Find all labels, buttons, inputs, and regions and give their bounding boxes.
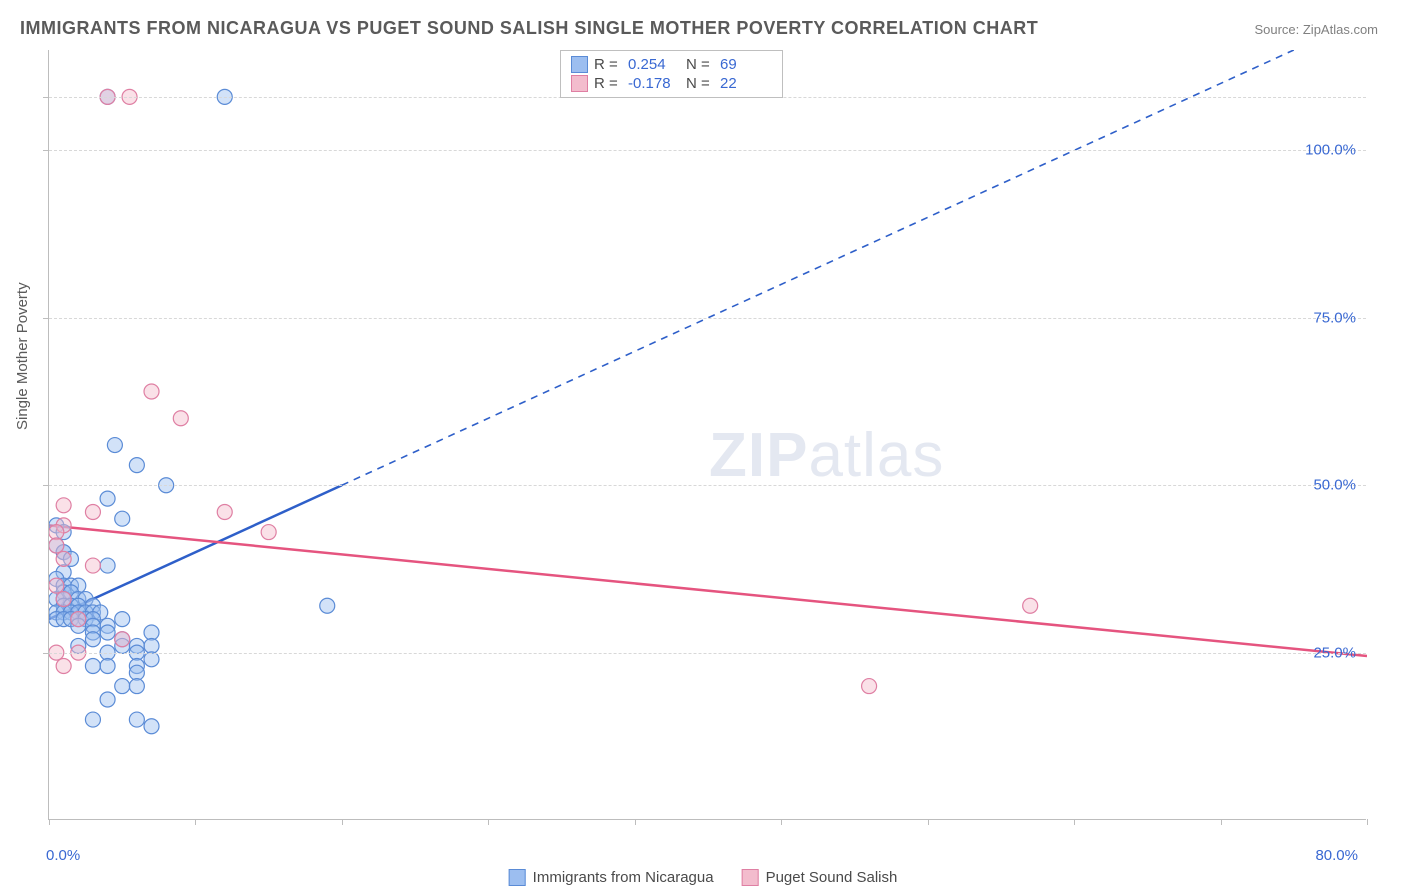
x-tick (928, 819, 929, 825)
legend-item-nicaragua: Immigrants from Nicaragua (509, 869, 714, 886)
stats-row-salish: R = -0.178 N = 22 (571, 74, 772, 93)
scatter-point-salish (85, 558, 100, 573)
scatter-point-nicaragua (107, 438, 122, 453)
x-tick (49, 819, 50, 825)
scatter-point-salish (56, 551, 71, 566)
scatter-point-salish (144, 384, 159, 399)
y-tick (43, 653, 49, 654)
scatter-point-salish (56, 659, 71, 674)
scatter-point-salish (56, 498, 71, 513)
r-label: R = (594, 56, 622, 73)
r-value-salish: -0.178 (628, 75, 680, 92)
scatter-point-nicaragua (115, 679, 130, 694)
x-tick (781, 819, 782, 825)
scatter-point-nicaragua (129, 679, 144, 694)
gridline-h (49, 653, 1366, 654)
scatter-point-nicaragua (320, 598, 335, 613)
legend-label-salish: Puget Sound Salish (766, 869, 898, 886)
x-tick (635, 819, 636, 825)
x-tick (1074, 819, 1075, 825)
scatter-point-nicaragua (100, 491, 115, 506)
x-tick-label-0: 0.0% (46, 847, 80, 864)
swatch-nicaragua (509, 869, 526, 886)
y-tick (43, 485, 49, 486)
legend-label-nicaragua: Immigrants from Nicaragua (533, 869, 714, 886)
n-label: N = (686, 75, 714, 92)
x-tick (1367, 819, 1368, 825)
scatter-point-salish (49, 538, 64, 553)
x-tick (488, 819, 489, 825)
n-value-nicaragua: 69 (720, 56, 772, 73)
gridline-h (49, 485, 1366, 486)
scatter-point-nicaragua (144, 652, 159, 667)
scatter-point-salish (56, 592, 71, 607)
y-tick-label: 50.0% (1313, 477, 1356, 494)
scatter-point-salish (71, 612, 86, 627)
scatter-point-nicaragua (115, 612, 130, 627)
legend-item-salish: Puget Sound Salish (742, 869, 898, 886)
scatter-point-salish (1023, 598, 1038, 613)
scatter-point-nicaragua (115, 511, 130, 526)
n-label: N = (686, 56, 714, 73)
x-tick (1221, 819, 1222, 825)
scatter-point-nicaragua (129, 458, 144, 473)
legend: Immigrants from Nicaragua Puget Sound Sa… (509, 869, 898, 886)
scatter-chart (49, 50, 1367, 820)
y-tick-label: 100.0% (1305, 142, 1356, 159)
scatter-point-nicaragua (144, 638, 159, 653)
scatter-point-salish (49, 525, 64, 540)
correlation-stats-box: R = 0.254 N = 69 R = -0.178 N = 22 (560, 50, 783, 98)
r-label: R = (594, 75, 622, 92)
scatter-point-salish (173, 411, 188, 426)
scatter-point-salish (85, 505, 100, 520)
scatter-point-nicaragua (100, 625, 115, 640)
plot-area: ZIPatlas 25.0%50.0%75.0%100.0% (48, 50, 1366, 820)
x-tick (342, 819, 343, 825)
scatter-point-nicaragua (85, 712, 100, 727)
y-tick (43, 150, 49, 151)
scatter-point-salish (217, 505, 232, 520)
scatter-point-nicaragua (85, 659, 100, 674)
scatter-point-nicaragua (85, 632, 100, 647)
gridline-h (49, 150, 1366, 151)
scatter-point-nicaragua (129, 712, 144, 727)
scatter-point-salish (115, 632, 130, 647)
n-value-salish: 22 (720, 75, 772, 92)
scatter-point-nicaragua (100, 558, 115, 573)
y-tick (43, 318, 49, 319)
chart-title: IMMIGRANTS FROM NICARAGUA VS PUGET SOUND… (20, 18, 1038, 39)
x-tick-label-80: 80.0% (1315, 847, 1358, 864)
y-tick-label: 75.0% (1313, 309, 1356, 326)
scatter-point-salish (862, 679, 877, 694)
source-attribution: Source: ZipAtlas.com (1254, 22, 1378, 37)
scatter-point-salish (49, 578, 64, 593)
scatter-point-nicaragua (144, 625, 159, 640)
y-tick-label: 25.0% (1313, 644, 1356, 661)
scatter-point-nicaragua (129, 665, 144, 680)
swatch-nicaragua (571, 56, 588, 73)
scatter-point-nicaragua (144, 719, 159, 734)
trend-line-dashed-nicaragua (342, 50, 1294, 485)
scatter-point-salish (261, 525, 276, 540)
y-axis-label: Single Mother Poverty (14, 282, 31, 430)
x-tick (195, 819, 196, 825)
gridline-h (49, 318, 1366, 319)
stats-row-nicaragua: R = 0.254 N = 69 (571, 55, 772, 74)
swatch-salish (571, 75, 588, 92)
y-tick (43, 97, 49, 98)
r-value-nicaragua: 0.254 (628, 56, 680, 73)
scatter-point-nicaragua (100, 692, 115, 707)
swatch-salish (742, 869, 759, 886)
scatter-point-nicaragua (100, 659, 115, 674)
trend-line-salish (49, 525, 1367, 656)
